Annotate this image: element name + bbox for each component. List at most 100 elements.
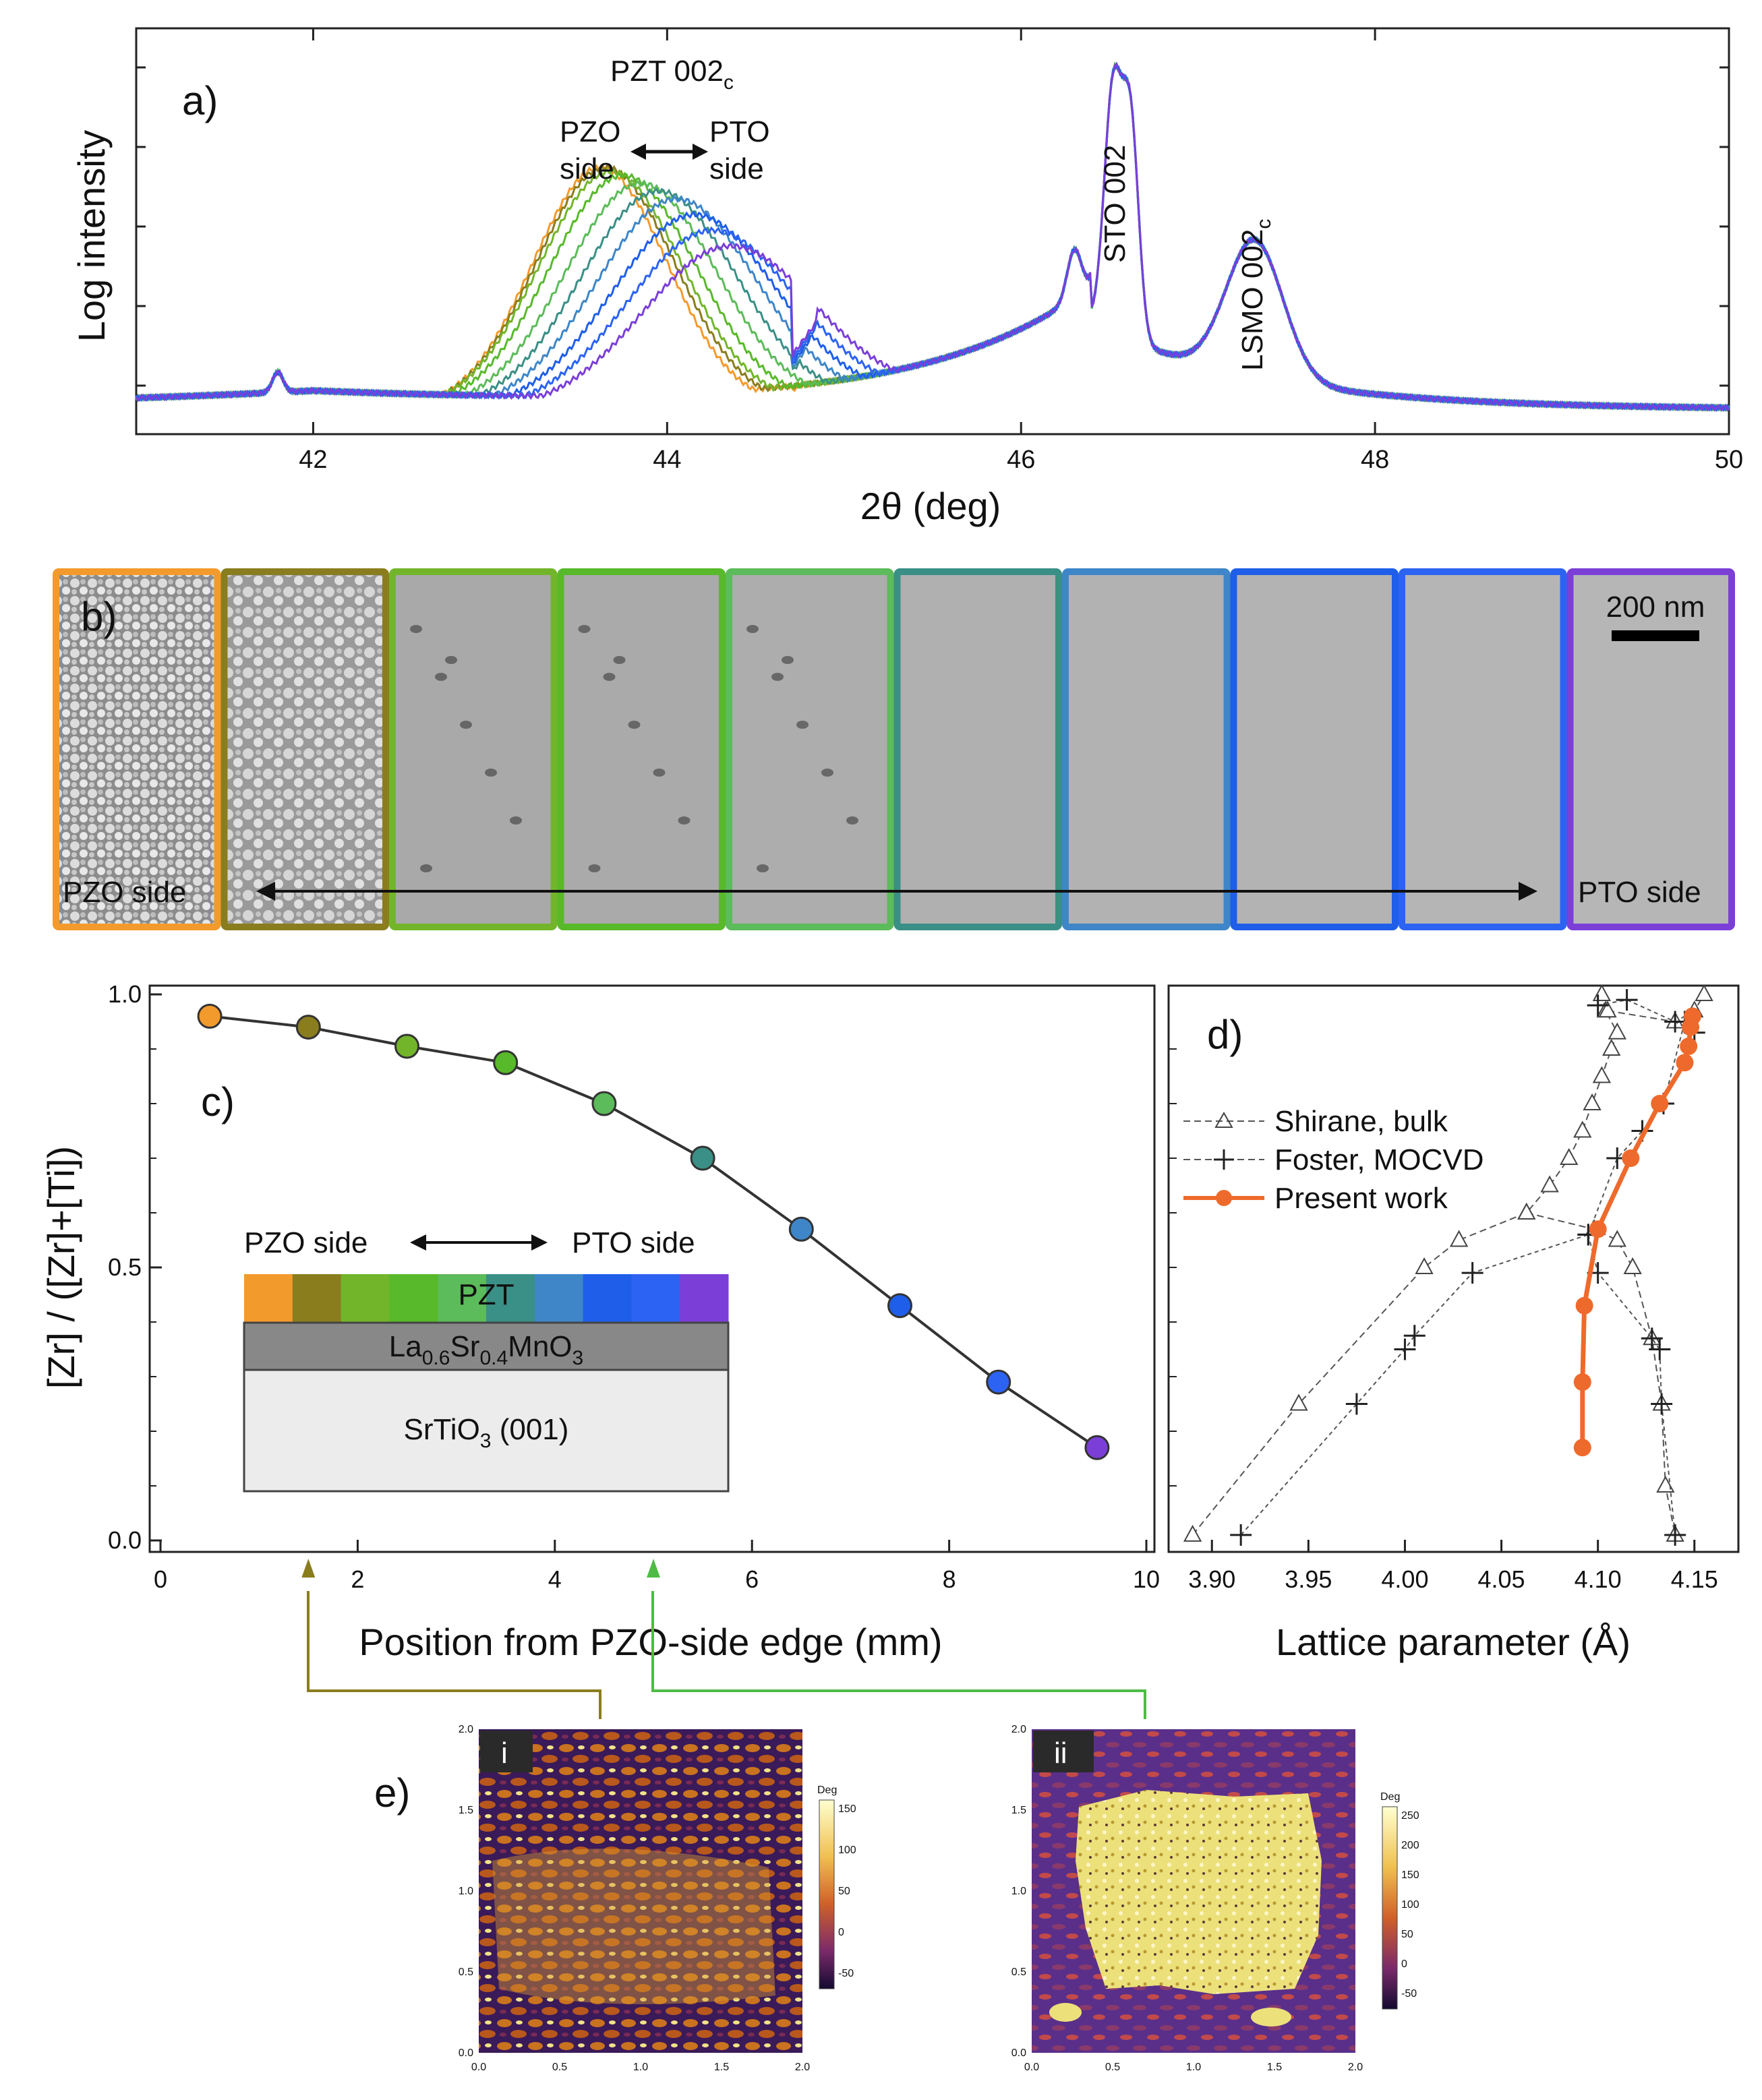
sem-pit bbox=[420, 864, 432, 872]
sem-pit bbox=[485, 769, 497, 777]
sem-pit bbox=[578, 625, 591, 633]
shirane-point bbox=[1449, 1230, 1469, 1247]
panel-d-lattice: 3.90 3.95 4.00 4.05 4.10 4.15 d) Lattice para… bbox=[1167, 984, 1740, 1663]
shirane-point bbox=[1608, 1230, 1626, 1247]
map-x-tick-label: 2.0 bbox=[795, 2062, 810, 2073]
sem-pit bbox=[435, 673, 447, 681]
map-i-image bbox=[479, 1729, 802, 2053]
panel-d-ticks: 3.90 3.95 4.00 4.05 4.10 4.15 bbox=[1169, 1048, 1718, 1593]
map-x-tick-label: 1.5 bbox=[714, 2062, 729, 2073]
map-y-tick-label: 1.5 bbox=[1011, 1805, 1026, 1816]
shirane-point bbox=[1623, 1257, 1642, 1274]
pto-side-b-label: PTO side bbox=[1578, 876, 1701, 909]
sem-tile bbox=[389, 568, 558, 930]
colorbar-tick-label: 0 bbox=[1401, 1958, 1407, 1970]
panel-a-curves bbox=[135, 61, 1730, 413]
panel-a-xrd: 42 44 46 48 50 a) Log intensity 2θ (deg) PZT… bbox=[70, 27, 1743, 527]
x-tick-label: 3.90 bbox=[1188, 1565, 1235, 1593]
stack-pzo-side: PZO side bbox=[244, 1226, 368, 1259]
present-work-point bbox=[1651, 1095, 1669, 1112]
circle-marker-icon bbox=[1216, 1190, 1232, 1206]
x-tick-label: 42 bbox=[299, 446, 327, 474]
foster-point bbox=[1394, 1338, 1416, 1360]
map-y-tick-label: 1.0 bbox=[1011, 1886, 1026, 1897]
panel-c-x-label: Position from PZO-side edge (mm) bbox=[359, 1621, 942, 1663]
x-tick-label: 4.00 bbox=[1381, 1565, 1428, 1593]
x-tick-label: 4.15 bbox=[1671, 1565, 1718, 1593]
map-i-colorbar-title: Deg bbox=[817, 1784, 837, 1796]
sem-tile bbox=[893, 568, 1062, 930]
pzt-strip bbox=[583, 1274, 632, 1323]
x-tick-label: 46 bbox=[1007, 446, 1035, 474]
colorbar-tick-label: -50 bbox=[1401, 1988, 1417, 2000]
shirane-point bbox=[1592, 984, 1612, 1001]
shirane-point bbox=[1540, 1175, 1559, 1193]
colorbar-tick-label: 50 bbox=[1401, 1929, 1413, 1940]
map-ii-colorbar-ticks: 250 200 150 100 50 0 -50 bbox=[1401, 1810, 1419, 2000]
stack-sto-label: SrTiO3 (001) bbox=[404, 1413, 569, 1452]
sem-pit bbox=[588, 864, 601, 872]
map-i-tag-bg bbox=[480, 1731, 533, 1772]
map-x-tick-label: 1.5 bbox=[1267, 2062, 1282, 2073]
sem-pit bbox=[821, 769, 833, 777]
panel-a-x-label: 2θ (deg) bbox=[860, 485, 1001, 527]
pzt-strip bbox=[486, 1274, 535, 1323]
map-y-tick-label: 0.0 bbox=[1011, 2047, 1026, 2059]
sem-pit bbox=[410, 625, 422, 633]
foster-point bbox=[1664, 1524, 1686, 1546]
triangle-marker-icon bbox=[1214, 1111, 1233, 1128]
y-tick-label: 0.5 bbox=[108, 1253, 142, 1281]
panel-c-ticks: 0 2 4 6 8 10 0.0 0.5 1.0 bbox=[108, 980, 1160, 1593]
map-ii-switched-region bbox=[1076, 1790, 1322, 1994]
sem-tiles bbox=[53, 568, 1735, 930]
map-y-tick-label: 0.5 bbox=[459, 1967, 473, 1978]
shirane-point bbox=[1289, 1393, 1308, 1411]
legend-foster-label: Foster, MOCVD bbox=[1274, 1143, 1484, 1176]
foster-point bbox=[1651, 1393, 1673, 1415]
sem-pit bbox=[782, 656, 794, 664]
present-work-point bbox=[1573, 1373, 1591, 1391]
stack-double-arrow-icon bbox=[410, 1234, 548, 1251]
sem-pit bbox=[678, 816, 691, 824]
panel-d-x-label: Lattice parameter (Å) bbox=[1276, 1621, 1631, 1663]
map-x-tick-label: 1.0 bbox=[1186, 2062, 1201, 2073]
foster-point bbox=[1345, 1393, 1368, 1415]
x-tick-label: 48 bbox=[1361, 446, 1389, 474]
panel-a-y-label: Log intensity bbox=[70, 130, 113, 342]
position-marker-arrow-icon bbox=[301, 1559, 316, 1578]
map-i-tag: i bbox=[501, 1737, 508, 1770]
sem-pit bbox=[746, 625, 759, 633]
data-point bbox=[1084, 1435, 1110, 1460]
sem-pit bbox=[771, 673, 784, 681]
lsmo-layer bbox=[243, 1321, 730, 1371]
map-y-tick-label: 0.0 bbox=[459, 2047, 473, 2059]
pzt-strip bbox=[631, 1274, 680, 1323]
sem-tile bbox=[1230, 568, 1399, 930]
foster-line bbox=[1597, 999, 1695, 1033]
lsmo-002-label: LSMO 002c bbox=[1236, 219, 1275, 371]
data-point bbox=[788, 1216, 814, 1242]
x-tick-label: 10 bbox=[1133, 1565, 1160, 1593]
foster-point bbox=[1616, 989, 1638, 1011]
panel-a-y-ticks bbox=[136, 66, 1729, 387]
map-y-tick-label: 1.0 bbox=[459, 1886, 473, 1897]
panel-a-x-ticks: 42 44 46 48 50 bbox=[299, 28, 1743, 474]
sem-tile bbox=[221, 568, 389, 930]
map-x-tick-label: 1.0 bbox=[633, 2062, 648, 2073]
sem-pit bbox=[846, 816, 858, 824]
x-tick-label: 4.10 bbox=[1575, 1565, 1622, 1593]
x-tick-label: 50 bbox=[1715, 446, 1743, 474]
pzt-002-label: PZT 002c bbox=[610, 55, 734, 94]
shirane-point bbox=[1598, 1000, 1617, 1018]
legend-shirane-label: Shirane, bulk bbox=[1274, 1105, 1448, 1138]
legend-present-label: Present work bbox=[1274, 1182, 1448, 1215]
legend-foster: Foster, MOCVD bbox=[1183, 1143, 1484, 1176]
x-tick-label: 8 bbox=[943, 1565, 956, 1593]
map-ii-island-2 bbox=[1251, 2008, 1291, 2027]
present-work-point bbox=[1622, 1149, 1640, 1167]
sem-pit bbox=[653, 769, 666, 777]
sem-tile bbox=[726, 568, 894, 930]
foster-point bbox=[1649, 1338, 1671, 1360]
data-point bbox=[986, 1369, 1011, 1395]
legend-shirane: Shirane, bulk bbox=[1183, 1105, 1448, 1138]
